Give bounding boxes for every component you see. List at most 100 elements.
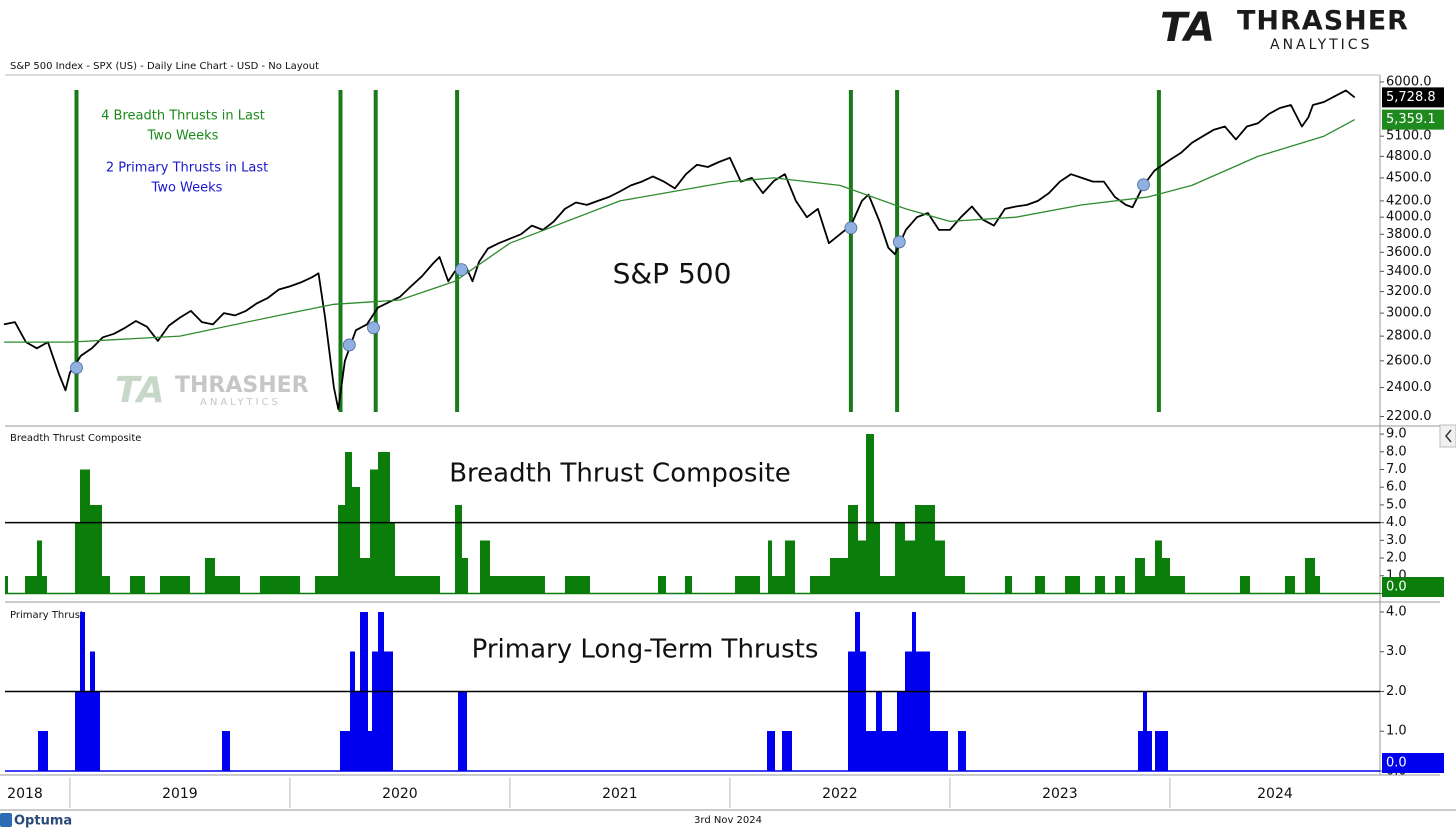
bar <box>368 731 372 772</box>
bar <box>875 691 882 772</box>
bar <box>684 575 692 594</box>
bar <box>894 522 905 594</box>
bar <box>394 575 405 594</box>
y-tick-label: 4500.0 <box>1386 170 1432 185</box>
bar <box>766 731 775 772</box>
bar <box>1142 691 1147 772</box>
footer-brand: Optuma <box>14 814 72 829</box>
bar <box>915 651 930 772</box>
y-tick-label: 4800.0 <box>1386 149 1432 164</box>
bar <box>383 651 393 772</box>
annotation: 2 Primary Thrusts in Last <box>106 161 268 176</box>
last-value-box <box>1382 109 1444 130</box>
collapse-button[interactable] <box>1439 424 1456 448</box>
panel-title: S&P 500 <box>613 257 732 290</box>
bar <box>404 575 440 594</box>
bar <box>1004 575 1012 594</box>
last-value-label: 5,728.8 <box>1386 90 1436 105</box>
bar <box>957 731 966 772</box>
x-tick-label: 2024 <box>1257 786 1293 802</box>
annotation: Two Weeks <box>151 181 223 196</box>
y-tick-label: 4000.0 <box>1386 210 1432 225</box>
y-tick-label: 3800.0 <box>1386 227 1432 242</box>
signal-dot <box>844 221 858 235</box>
last-value-label: 5,359.1 <box>1386 112 1436 127</box>
y-tick-label: 3400.0 <box>1386 264 1432 279</box>
bar <box>865 434 874 594</box>
bar <box>1114 575 1125 594</box>
bar <box>41 575 47 594</box>
bar <box>944 575 965 594</box>
y-tick-label: 3.0 <box>1386 644 1407 659</box>
bar <box>1146 731 1152 772</box>
bar <box>354 691 360 772</box>
y-tick-label: 2.0 <box>1386 551 1407 566</box>
bar <box>24 575 37 594</box>
y-tick-label: 4.0 <box>1386 515 1407 530</box>
annotation: 4 Breadth Thrusts in Last <box>101 109 265 124</box>
logo-name: THRASHER <box>1237 6 1409 37</box>
bar <box>1064 575 1080 594</box>
bar <box>479 540 490 594</box>
y-tick-label: 3000.0 <box>1386 306 1432 321</box>
bar <box>847 504 858 594</box>
y-tick-label: 5.0 <box>1386 497 1407 512</box>
bar <box>461 558 468 594</box>
bar <box>351 487 360 594</box>
y-tick-label: 1.0 <box>1386 724 1407 739</box>
bar <box>457 691 467 772</box>
y-tick-label: 3600.0 <box>1386 245 1432 260</box>
bar <box>564 575 590 594</box>
x-tick-label: 2020 <box>382 786 418 802</box>
bar <box>781 731 792 772</box>
bar <box>369 469 378 594</box>
bar <box>1144 575 1155 594</box>
watermark-sub: ANALYTICS <box>200 397 281 408</box>
bar <box>881 731 897 772</box>
signal-dot <box>342 338 356 352</box>
bar <box>214 575 240 594</box>
bar <box>94 691 100 772</box>
y-tick-label: 2600.0 <box>1386 353 1432 368</box>
last-value-label: 0.0 <box>1386 756 1407 771</box>
y-tick-label: 7.0 <box>1386 462 1407 477</box>
y-tick-label: 2400.0 <box>1386 380 1432 395</box>
bar <box>1239 575 1250 594</box>
bar <box>314 575 338 594</box>
bar <box>454 504 462 594</box>
panel-label: Breadth Thrust Composite <box>10 433 141 444</box>
last-value-label: 0.0 <box>1386 580 1407 595</box>
logo-sub: ANALYTICS <box>1270 37 1372 53</box>
price-line <box>3 119 1356 343</box>
bar <box>74 691 80 772</box>
y-tick-label: 2.0 <box>1386 684 1407 699</box>
bar <box>38 731 48 772</box>
bar <box>89 651 95 772</box>
bar <box>204 558 215 594</box>
bar <box>857 540 866 594</box>
collapse-icon <box>1445 429 1452 443</box>
bar <box>657 575 666 594</box>
bar <box>349 651 355 772</box>
bar <box>904 651 912 772</box>
bar <box>1314 575 1320 594</box>
bar <box>771 575 785 594</box>
bar <box>914 504 935 594</box>
bar <box>390 522 395 594</box>
bar <box>934 540 945 594</box>
last-value-box <box>1382 753 1444 773</box>
footer-icon <box>0 813 12 827</box>
bar <box>5 575 8 594</box>
bar <box>337 504 345 594</box>
bar <box>874 522 880 594</box>
bar <box>879 575 895 594</box>
bar <box>734 575 760 594</box>
bar <box>84 691 90 772</box>
bar <box>929 731 948 772</box>
signal-dot <box>367 321 380 335</box>
bar <box>489 575 545 594</box>
bar <box>1134 558 1145 594</box>
y-tick-label: 5100.0 <box>1386 129 1432 144</box>
bar <box>904 540 915 594</box>
